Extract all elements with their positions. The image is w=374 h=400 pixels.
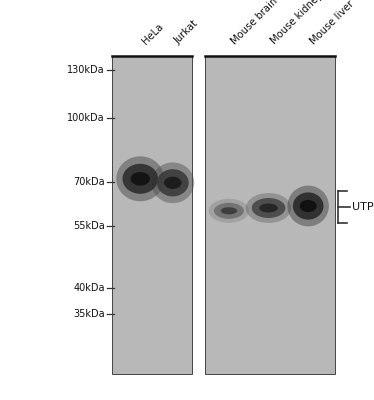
Text: Mouse brain: Mouse brain [229, 0, 279, 46]
Ellipse shape [122, 164, 158, 194]
Ellipse shape [293, 192, 324, 220]
Bar [205, 56, 335, 374]
Text: Jurkat: Jurkat [173, 18, 200, 46]
Text: 130kDa: 130kDa [67, 65, 105, 75]
Text: HeLa: HeLa [140, 21, 165, 46]
Text: Mouse kidney: Mouse kidney [269, 0, 324, 46]
Ellipse shape [246, 193, 291, 223]
Text: 70kDa: 70kDa [73, 177, 105, 187]
Ellipse shape [209, 199, 249, 223]
Text: 100kDa: 100kDa [67, 113, 105, 123]
Bar [112, 56, 192, 374]
Ellipse shape [259, 204, 278, 212]
Ellipse shape [300, 200, 317, 212]
Text: 55kDa: 55kDa [73, 221, 105, 231]
Text: 40kDa: 40kDa [73, 283, 105, 293]
Ellipse shape [131, 172, 150, 186]
Ellipse shape [214, 203, 244, 219]
Text: UTP18: UTP18 [352, 202, 374, 212]
Ellipse shape [288, 186, 329, 226]
Text: Mouse liver: Mouse liver [308, 0, 356, 46]
Ellipse shape [221, 207, 237, 214]
Text: 35kDa: 35kDa [73, 309, 105, 319]
Ellipse shape [157, 169, 189, 196]
Ellipse shape [164, 177, 181, 189]
Ellipse shape [252, 198, 285, 218]
Ellipse shape [151, 162, 194, 203]
Ellipse shape [116, 156, 164, 201]
